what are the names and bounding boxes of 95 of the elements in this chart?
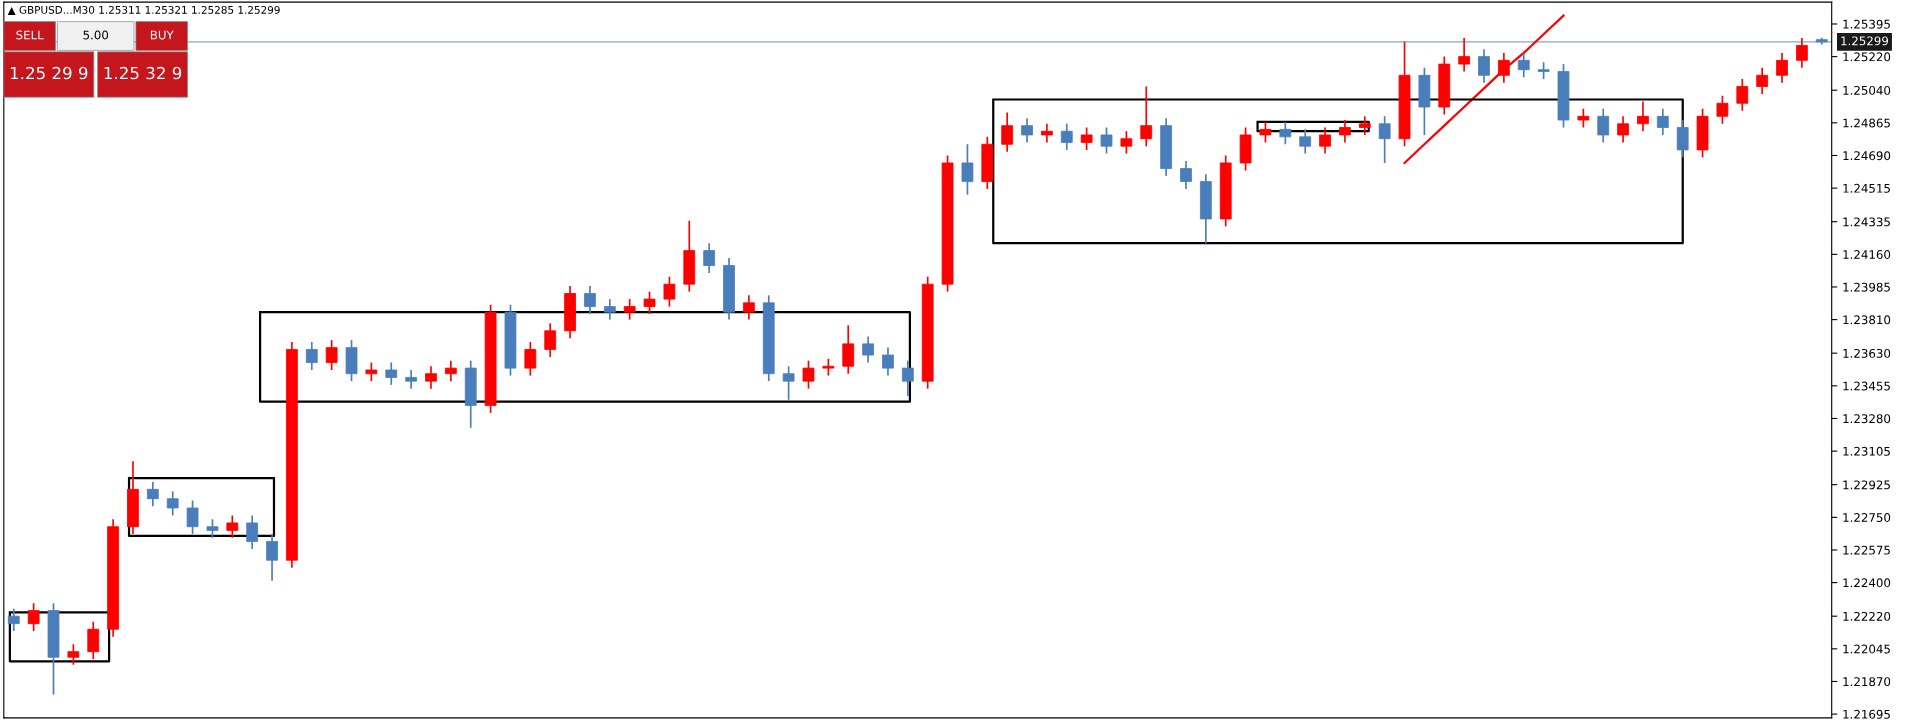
candlestick — [1756, 66, 1769, 95]
candlestick — [862, 335, 874, 364]
y-tick-label: 1.23810 — [1843, 315, 1891, 325]
candlestick — [246, 514, 259, 550]
candlestick — [524, 341, 537, 377]
y-tick-label: 1.25220 — [1843, 52, 1891, 62]
candlestick — [1656, 108, 1669, 136]
candlestick — [226, 514, 239, 539]
candlestick — [544, 322, 557, 358]
candlestick — [385, 361, 398, 386]
y-tick-label: 1.23105 — [1843, 446, 1890, 456]
candlestick — [1339, 119, 1351, 144]
candlestick — [1676, 119, 1689, 159]
annotation: 5.00 — [83, 30, 109, 40]
candlestick — [1597, 108, 1610, 144]
candlestick — [842, 324, 855, 375]
candlestick — [7, 607, 20, 632]
candlestick — [1458, 37, 1471, 73]
candlestick — [425, 365, 437, 390]
annotation: 1.25 29 9 — [10, 66, 88, 80]
candlestick — [87, 620, 100, 660]
y-tick-label: 1.21870 — [1843, 677, 1891, 687]
candlestick — [743, 294, 755, 321]
y-tick-label: 1.23630 — [1843, 348, 1891, 358]
y-tick-label: 1.24515 — [1843, 183, 1890, 193]
ref-line-label: 1.25299 — [1841, 36, 1889, 46]
candlestick — [1478, 48, 1490, 84]
candlestick — [1060, 122, 1073, 151]
candlestick — [961, 143, 974, 196]
candlestick — [802, 359, 815, 390]
candlestick — [623, 298, 636, 321]
candlestick — [782, 365, 795, 401]
candlestick — [1736, 78, 1749, 112]
y-tick-label: 1.24690 — [1843, 151, 1891, 161]
candlestick — [1776, 52, 1788, 84]
candlestick — [206, 518, 219, 539]
candlestick — [1497, 52, 1510, 84]
candlestick — [444, 359, 457, 383]
candlestick — [266, 533, 278, 582]
candlestick — [1716, 94, 1729, 125]
candlestick — [1299, 128, 1312, 155]
y-tick-label: 1.22220 — [1843, 611, 1891, 621]
candlestick — [1080, 126, 1093, 151]
y-tick-label: 1.25040 — [1843, 85, 1891, 95]
candlestick — [305, 341, 318, 371]
candlestick — [186, 499, 199, 535]
chart-title: ▲ GBPUSD...M30 1.25311 1.25321 1.25285 1.25299 — [7, 5, 280, 15]
candlestick — [901, 359, 914, 397]
candlestick — [1279, 121, 1292, 146]
candlestick — [1100, 126, 1113, 155]
candlestick — [1358, 115, 1371, 136]
y-tick-label: 1.24160 — [1843, 250, 1891, 259]
y-tick-label: 1.23455 — [1843, 381, 1890, 391]
candlestick — [1637, 100, 1649, 133]
y-tick-label: 1.22045 — [1843, 644, 1890, 654]
y-tick-label: 1.23985 — [1843, 282, 1890, 292]
annotation: BUY — [150, 30, 174, 40]
candlestick — [603, 298, 616, 321]
line-series — [1403, 14, 1565, 165]
y-tick-label: 1.24335 — [1843, 217, 1890, 227]
y-tick-label: 1.21695 — [1843, 709, 1890, 719]
candlestick — [1120, 130, 1133, 155]
annotation: SELL — [16, 30, 44, 40]
candlestick — [365, 361, 378, 383]
y-tick-label: 1.22575 — [1843, 545, 1890, 555]
candlestick — [166, 490, 179, 517]
candlestick — [27, 602, 40, 632]
candlestick — [1796, 37, 1808, 69]
candlestick — [1378, 115, 1391, 164]
y-tick-label: 1.25395 — [1843, 19, 1890, 29]
y-tick-label: 1.23280 — [1843, 414, 1891, 424]
candlestick — [405, 369, 418, 390]
candlestick — [663, 275, 676, 308]
candlestick — [1001, 111, 1014, 153]
y-tick-label: 1.22400 — [1843, 578, 1891, 588]
candlestick — [584, 285, 596, 315]
candlestick — [1180, 160, 1192, 190]
candlestick — [882, 346, 894, 377]
candlestick — [1517, 52, 1530, 78]
candlestick — [1259, 121, 1272, 144]
candlestick — [67, 643, 80, 666]
candlestick — [1041, 122, 1053, 144]
candlestick — [1140, 85, 1153, 147]
y-tick-label: 1.22750 — [1843, 513, 1891, 522]
candlestick — [703, 242, 716, 274]
y-tick-label: 1.24865 — [1843, 118, 1890, 128]
candlestick — [643, 290, 656, 315]
candlestick — [1617, 115, 1629, 144]
y-tick-label: 1.22925 — [1843, 480, 1890, 490]
candlestick — [325, 339, 338, 371]
candlestick — [1021, 117, 1033, 144]
candlestick — [1319, 126, 1331, 155]
candlestick — [1577, 108, 1590, 129]
annotation: 1.25 32 9 — [104, 66, 182, 80]
candlestick — [146, 481, 159, 507]
